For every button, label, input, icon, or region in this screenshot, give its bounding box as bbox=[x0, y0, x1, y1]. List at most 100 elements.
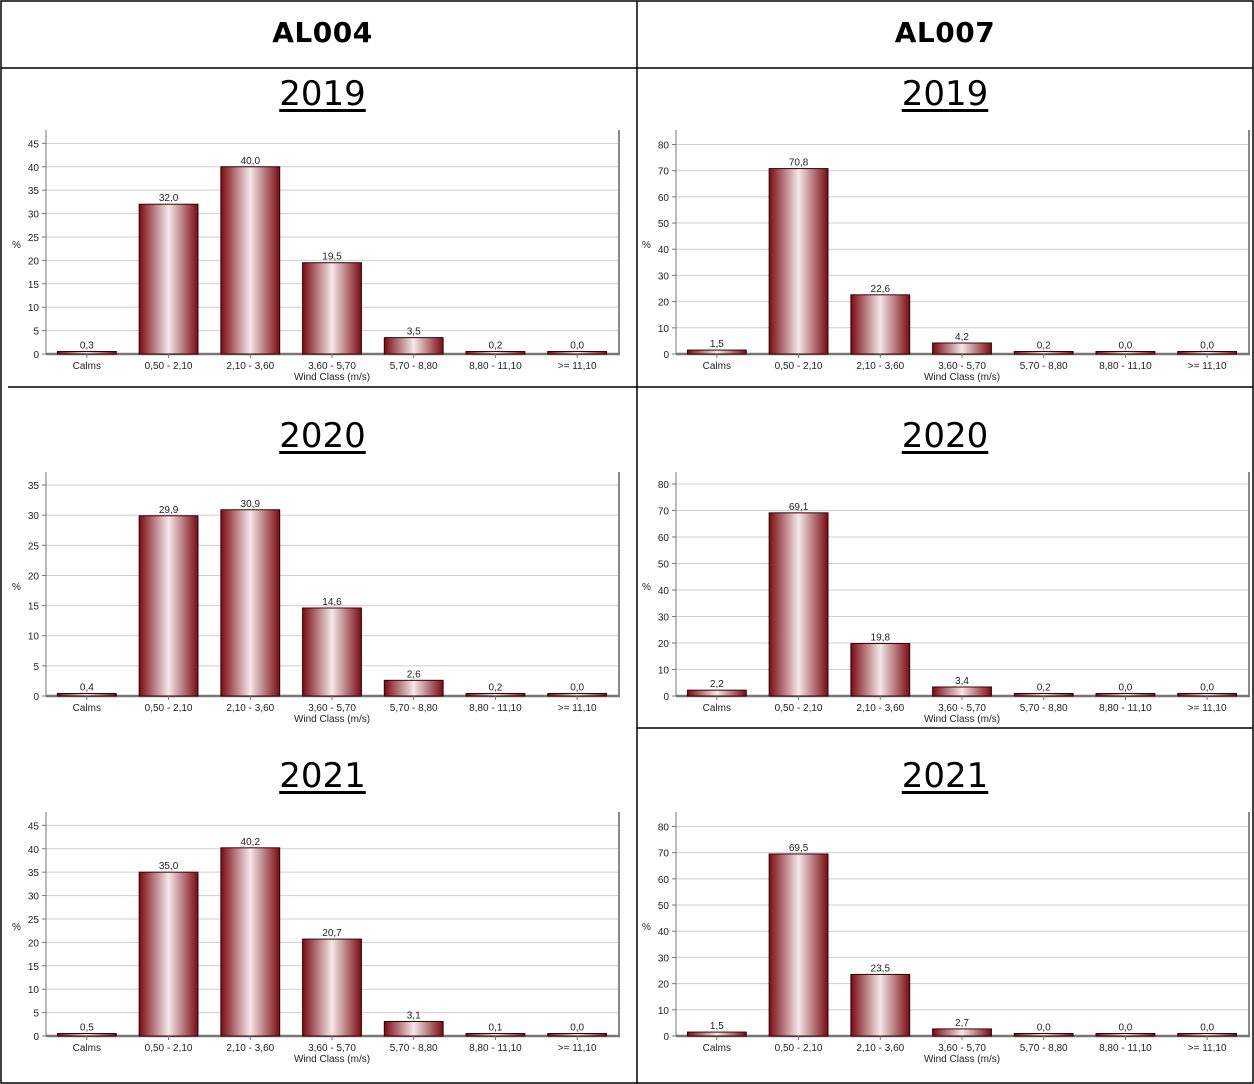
data-label: 2,6 bbox=[407, 669, 421, 680]
y-tick-label: 50 bbox=[658, 901, 670, 912]
y-tick-label: 40 bbox=[658, 927, 670, 938]
x-tick-label: 5,70 - 8,80 bbox=[1020, 703, 1068, 714]
y-tick-label: 30 bbox=[658, 271, 670, 282]
x-tick-label: >= 11,10 bbox=[1188, 1043, 1227, 1054]
y-tick-label: 20 bbox=[658, 980, 670, 991]
x-axis-label: Wind Class (m/s) bbox=[924, 372, 1000, 383]
y-tick-label: 50 bbox=[658, 219, 670, 230]
y-tick-label: 70 bbox=[658, 506, 670, 517]
chart-al007-2019: 0 10 20 30 40 50 60 70 80% 1,5 Calms 70,8 0,50 - 2,1… bbox=[638, 126, 1250, 388]
column-header-al004: AL004 bbox=[272, 16, 373, 49]
year-label-al007-2021: 2021 bbox=[901, 756, 989, 796]
chart-al007-2021: 0 10 20 30 40 50 60 70 80% 1,5 Calms 69,5 0,50 - 2,1… bbox=[638, 808, 1250, 1070]
bar bbox=[138, 515, 199, 697]
x-tick-label: 2,10 - 3,60 bbox=[226, 361, 274, 372]
y-tick-label: 60 bbox=[658, 193, 670, 204]
x-tick-label: 8,80 - 11,10 bbox=[469, 361, 522, 372]
x-tick-label: Calms bbox=[73, 1043, 101, 1054]
y-axis-label: % bbox=[642, 922, 651, 933]
data-label: 19,8 bbox=[871, 633, 891, 644]
y-tick-label: 25 bbox=[28, 233, 40, 244]
y-tick-label: 5 bbox=[33, 1009, 39, 1020]
x-tick-label: >= 11,10 bbox=[1188, 361, 1227, 372]
x-tick-label: 0,50 - 2,10 bbox=[145, 361, 193, 372]
x-tick-label: 8,80 - 11,10 bbox=[469, 1043, 522, 1054]
x-tick-label: Calms bbox=[703, 703, 731, 714]
data-label: 0,0 bbox=[1118, 341, 1132, 352]
data-label: 0,0 bbox=[1200, 683, 1214, 694]
bar bbox=[768, 512, 829, 697]
x-tick-label: 3,60 - 5,70 bbox=[308, 703, 356, 714]
data-label: 0,0 bbox=[1118, 1023, 1132, 1034]
x-tick-label: Calms bbox=[73, 703, 101, 714]
data-label: 69,1 bbox=[789, 502, 809, 513]
x-tick-label: 8,80 - 11,10 bbox=[1099, 361, 1152, 372]
bar bbox=[768, 853, 829, 1037]
bar bbox=[1013, 693, 1074, 697]
y-tick-label: 40 bbox=[28, 845, 40, 856]
data-label: 35,0 bbox=[159, 861, 179, 872]
bar bbox=[465, 351, 526, 355]
bar bbox=[56, 1033, 117, 1037]
y-tick-label: 20 bbox=[658, 639, 670, 650]
y-tick-label: 0 bbox=[663, 1032, 669, 1043]
bar bbox=[302, 607, 362, 697]
x-tick-label: >= 11,10 bbox=[558, 703, 597, 714]
bar bbox=[686, 349, 747, 355]
y-tick-label: 20 bbox=[28, 938, 40, 949]
y-tick-label: 70 bbox=[658, 167, 670, 178]
chart-al004-2020: 0 5 10 15 20 25 30 35% 0,4 Calms 29,9 0,50 - 2,10 30… bbox=[8, 468, 620, 730]
data-label: 4,2 bbox=[955, 332, 969, 343]
x-tick-label: >= 11,10 bbox=[1188, 703, 1227, 714]
data-label: 0,0 bbox=[570, 683, 584, 694]
data-label: 0,2 bbox=[1037, 341, 1051, 352]
data-label: 3,4 bbox=[955, 676, 969, 687]
data-label: 1,5 bbox=[710, 1021, 724, 1032]
bar bbox=[850, 643, 911, 697]
bar bbox=[1095, 693, 1156, 697]
bar bbox=[686, 689, 747, 697]
data-label: 32,0 bbox=[159, 193, 179, 204]
y-tick-label: 45 bbox=[28, 821, 40, 832]
data-label: 69,5 bbox=[789, 843, 809, 854]
y-tick-label: 30 bbox=[28, 210, 40, 221]
data-label: 0,2 bbox=[1037, 683, 1051, 694]
x-tick-label: 5,70 - 8,80 bbox=[390, 1043, 438, 1054]
data-label: 40,2 bbox=[241, 837, 261, 848]
y-tick-label: 10 bbox=[28, 985, 40, 996]
bar bbox=[302, 262, 362, 355]
bar bbox=[850, 294, 911, 355]
y-tick-label: 20 bbox=[28, 571, 40, 582]
bar bbox=[56, 693, 117, 697]
x-tick-label: 3,60 - 5,70 bbox=[938, 1043, 986, 1054]
bar bbox=[1177, 351, 1238, 355]
y-tick-label: 25 bbox=[28, 541, 40, 552]
bar bbox=[465, 693, 526, 697]
bar bbox=[850, 973, 911, 1037]
data-label: 2,7 bbox=[955, 1018, 969, 1029]
x-tick-label: 5,70 - 8,80 bbox=[1020, 361, 1068, 372]
x-tick-label: Calms bbox=[703, 1043, 731, 1054]
bar bbox=[383, 337, 444, 355]
x-tick-label: 2,10 - 3,60 bbox=[226, 703, 274, 714]
x-tick-label: 8,80 - 11,10 bbox=[1099, 703, 1152, 714]
chart-al007-2020: 0 10 20 30 40 50 60 70 80% 2,2 Calms 69,1 0,50 - 2,1… bbox=[638, 468, 1250, 730]
bar bbox=[383, 679, 444, 697]
y-tick-label: 80 bbox=[658, 480, 670, 491]
bar bbox=[768, 168, 829, 355]
x-tick-label: 5,70 - 8,80 bbox=[390, 361, 438, 372]
y-axis-label: % bbox=[642, 582, 651, 593]
bar bbox=[1095, 1033, 1156, 1037]
x-tick-label: 0,50 - 2,10 bbox=[775, 1043, 823, 1054]
data-label: 0,0 bbox=[1200, 1023, 1214, 1034]
y-tick-label: 70 bbox=[658, 849, 670, 860]
bar bbox=[220, 166, 281, 355]
x-tick-label: 5,70 - 8,80 bbox=[1020, 1043, 1068, 1054]
bar bbox=[56, 351, 117, 355]
bar bbox=[1095, 351, 1156, 355]
y-tick-label: 10 bbox=[28, 303, 40, 314]
y-axis-label: % bbox=[642, 240, 651, 251]
data-label: 0,0 bbox=[1118, 683, 1132, 694]
y-tick-label: 80 bbox=[658, 822, 670, 833]
